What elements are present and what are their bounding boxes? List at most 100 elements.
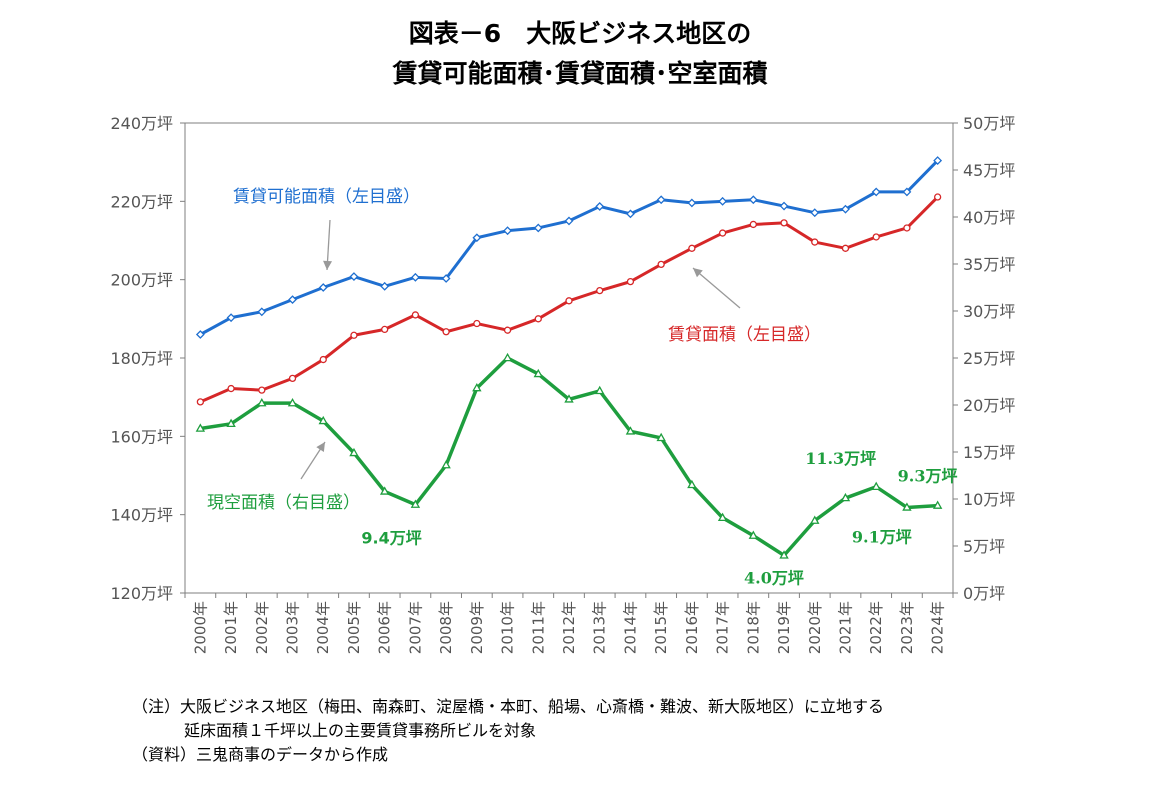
data-point [534, 315, 542, 323]
annotation-arrow-head [316, 442, 325, 452]
data-point [687, 479, 697, 489]
left-axis-tick-label: 180万坪 [110, 349, 173, 368]
right-axis-tick-label: 35万坪 [963, 255, 1015, 274]
x-axis-tick-label: 2019年 [775, 601, 793, 654]
data-point [749, 220, 757, 229]
data-point [288, 295, 297, 305]
data-point [258, 386, 266, 394]
x-axis-tick-label: 2002年 [253, 601, 271, 654]
right-axis-tick-label: 50万坪 [963, 114, 1015, 133]
data-point [472, 233, 482, 243]
data-point [257, 307, 267, 317]
x-axis-tick-label: 2015年 [652, 601, 670, 654]
data-point [288, 374, 297, 383]
right-axis-tick-label: 20万坪 [963, 396, 1015, 415]
x-axis-tick-label: 2008年 [437, 601, 455, 654]
data-point [872, 233, 880, 241]
data-point [902, 502, 912, 511]
x-axis-tick-label: 2023年 [898, 601, 916, 654]
data-point [688, 244, 696, 252]
data-point [195, 423, 206, 432]
x-axis-tick-label: 2011年 [529, 601, 547, 654]
data-point [287, 397, 298, 407]
annotation-arrow-shaft [692, 267, 741, 309]
x-axis-tick-label: 2024年 [929, 601, 947, 654]
x-axis-tick-label: 2016年 [683, 601, 701, 654]
data-point [717, 512, 728, 522]
note-line: （注）大阪ビジネス地区（梅田、南森町、淀屋橋・本町、船場、心斎橋・難波、新大阪地… [132, 697, 885, 716]
left-axis-tick-label: 120万坪 [110, 584, 173, 603]
x-axis-tick-label: 2006年 [376, 601, 394, 654]
data-point [442, 328, 450, 336]
data-point [718, 196, 728, 206]
data-point [502, 352, 513, 362]
data-point [810, 208, 820, 218]
data-point [656, 432, 666, 442]
data-point [533, 223, 543, 233]
chart-notes: （注）大阪ビジネス地区（梅田、南森町、淀屋橋・本町、船場、心斎橋・難波、新大阪地… [132, 695, 884, 767]
x-axis-tick-label: 2012年 [560, 601, 578, 654]
data-point [779, 550, 789, 559]
x-axis-tick-label: 2014年 [621, 601, 639, 654]
x-axis-tick-label: 2000年 [191, 601, 209, 654]
left-axis-tick-label: 240万坪 [110, 114, 173, 133]
right-axis-tick-label: 10万坪 [963, 490, 1015, 509]
series-annotation: 賃貸面積（左目盛） [668, 325, 821, 345]
x-axis-tick-label: 2009年 [468, 601, 486, 654]
data-label: 4.0万坪 [744, 568, 804, 587]
data-point [379, 486, 390, 495]
data-point [626, 209, 635, 219]
data-point [503, 226, 512, 236]
data-point [933, 193, 942, 201]
series-annotation: 賃貸可能面積（左目盛） [233, 187, 420, 207]
left-axis-tick-label: 200万坪 [110, 271, 173, 290]
data-point [595, 385, 605, 395]
data-label: 11.3万坪 [805, 449, 876, 468]
annotation-arrow-head [323, 260, 333, 270]
right-axis-tick-label: 0万坪 [963, 584, 1005, 603]
left-axis-tick-label: 140万坪 [110, 506, 173, 525]
x-axis-tick-label: 2022年 [867, 601, 885, 654]
data-point [902, 187, 912, 197]
data-point [871, 481, 881, 491]
x-axis-tick-label: 2003年 [284, 601, 302, 654]
data-point [596, 286, 604, 295]
x-axis-tick-label: 2010年 [499, 601, 517, 654]
data-point [625, 426, 636, 435]
data-point [196, 398, 205, 406]
data-point [564, 216, 574, 226]
data-point [687, 198, 697, 208]
data-point [318, 415, 328, 425]
x-axis-tick-label: 2007年 [406, 601, 424, 654]
source-line: （資料）三鬼商事のデータから作成 [132, 745, 389, 764]
data-point [748, 195, 758, 205]
chart-title-line1: 図表－6 大阪ビジネス地区の [408, 19, 752, 48]
data-point [318, 283, 328, 292]
x-axis-tick-label: 2020年 [806, 601, 824, 654]
chart-title-line2: 賃貸可能面積･賃貸面積･空室面積 [392, 59, 768, 88]
x-axis-tick-label: 2021年 [836, 601, 854, 654]
data-point [840, 492, 851, 502]
annotation-arrow-head [693, 268, 703, 278]
data-point [380, 281, 390, 291]
data-point [195, 330, 205, 339]
data-point [473, 319, 481, 328]
data-point [780, 219, 788, 227]
data-point [595, 202, 605, 211]
right-axis-tick-label: 45万坪 [963, 161, 1015, 180]
data-point [227, 384, 235, 393]
data-label: 9.4万坪 [361, 529, 421, 548]
data-point [226, 313, 236, 323]
data-point [441, 460, 451, 469]
data-point [932, 500, 943, 509]
x-axis-tick-label: 2004年 [314, 601, 332, 654]
data-point [226, 418, 236, 428]
data-point [871, 187, 881, 197]
data-point [656, 195, 666, 205]
data-point [350, 331, 358, 339]
line-chart: 120万坪 140万坪 160万坪 180万坪 200万坪 220万坪 240万坪 0万坪 5万… [110, 114, 1015, 654]
data-label: 9.3万坪 [898, 467, 958, 486]
data-point [903, 224, 911, 232]
data-point [748, 530, 759, 539]
right-axis-tick-label: 5万坪 [963, 537, 1005, 556]
